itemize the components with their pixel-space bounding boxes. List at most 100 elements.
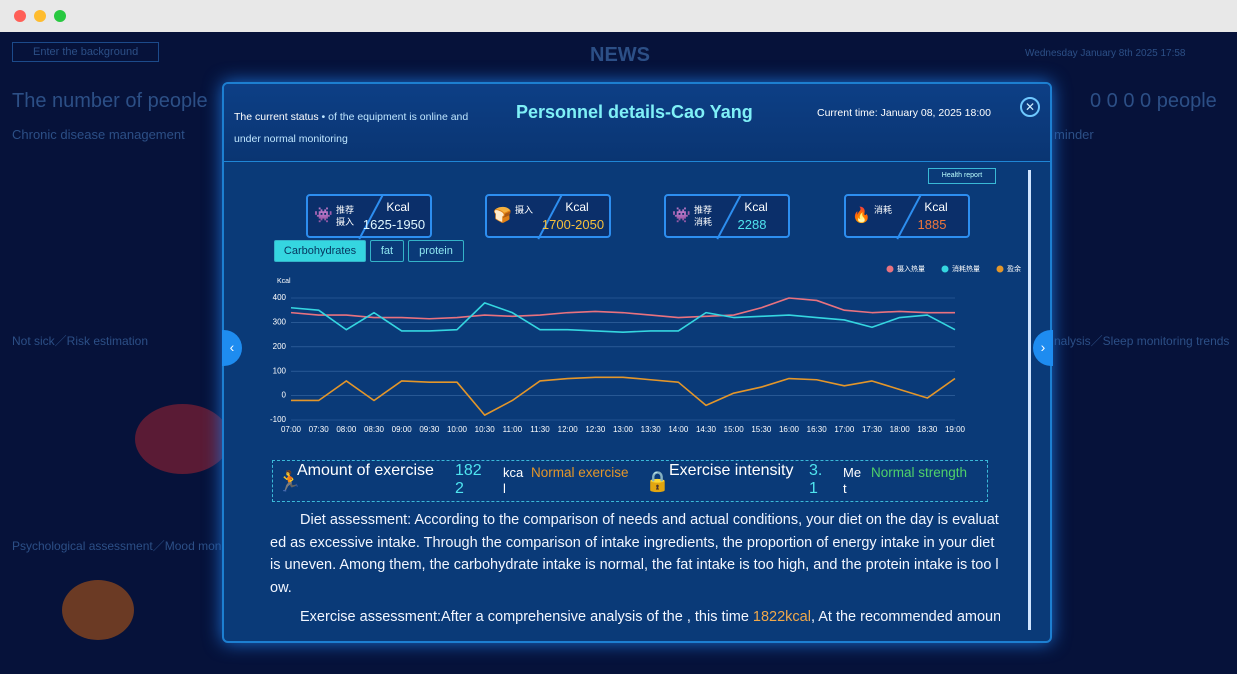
series-line bbox=[290, 302, 956, 333]
stat-card: 🍞 摄入 Kcal 1700-2050 bbox=[485, 194, 611, 240]
x-tick-label: 08:00 bbox=[336, 425, 357, 434]
legend-swatch bbox=[886, 265, 894, 273]
card-unit: Kcal bbox=[744, 200, 768, 214]
x-tick-label: 11:30 bbox=[530, 425, 550, 434]
min-dot[interactable] bbox=[34, 10, 46, 22]
enter-button[interactable]: Enter the background bbox=[12, 42, 160, 62]
card-label: 推荐消耗 bbox=[694, 205, 713, 227]
health-report[interactable]: Health report bbox=[928, 168, 996, 184]
exercise-assessment: Exercise assessment:After a comprehensiv… bbox=[270, 606, 1000, 629]
scrollbar[interactable] bbox=[1028, 170, 1031, 630]
card-label: 消耗 bbox=[874, 205, 893, 215]
stat-card: 🔥 消耗 Kcal 1885 bbox=[844, 194, 970, 240]
x-tick-label: 07:30 bbox=[309, 425, 330, 434]
x-tick-label: 14:00 bbox=[668, 425, 689, 434]
series-line bbox=[290, 297, 955, 320]
status: The current status • of the equipment is… bbox=[234, 106, 494, 150]
legend-label: 盈余 bbox=[1007, 264, 1021, 273]
intensity-unit: Met bbox=[843, 465, 862, 496]
bg-donut bbox=[135, 404, 230, 474]
modal-title: Personnel details-Cao Yang bbox=[516, 102, 753, 122]
y-tick-label: 400 bbox=[273, 293, 287, 302]
y-tick-label: -100 bbox=[270, 415, 287, 424]
bg-donut bbox=[62, 580, 134, 640]
x-tick-label: 12:00 bbox=[558, 425, 579, 434]
chart: Kcal -100 0 100 200 300 400 07:00 07:30 08:00 08:3… bbox=[270, 264, 1021, 434]
x-tick-label: 16:00 bbox=[779, 425, 800, 434]
close-dot[interactable] bbox=[14, 10, 26, 22]
max-dot[interactable] bbox=[54, 10, 66, 22]
diet-assessment: Diet assessment: According to the compar… bbox=[270, 512, 999, 596]
status-text: • of the equipment is online and under n… bbox=[234, 111, 469, 145]
x-tick-label: 15:30 bbox=[751, 425, 772, 434]
x-tick-label: 09:30 bbox=[419, 425, 440, 434]
amount-value: 1822 bbox=[455, 462, 482, 497]
sleep: nalysis／Sleep monitoring trends bbox=[1054, 334, 1230, 348]
y-tick-label: 100 bbox=[273, 366, 287, 375]
people-title: The number of people bbox=[12, 90, 208, 112]
card-icon: 👾 bbox=[672, 207, 691, 224]
psych: Psychological assessment／Mood moni bbox=[12, 539, 225, 553]
exercise-box: 🏃 Amount of exercise 1822 kcal Normal ex… bbox=[272, 460, 988, 502]
intensity-label: Exercise intensity bbox=[669, 462, 794, 479]
tab[interactable]: Carbohydrates bbox=[274, 240, 366, 262]
chronic: Chronic disease management bbox=[12, 127, 185, 142]
card-value: 1885 bbox=[917, 217, 947, 232]
legend-label: 摄入热量 bbox=[897, 264, 925, 273]
next-arrow[interactable]: › bbox=[1033, 330, 1053, 366]
card-label: 摄入 bbox=[515, 205, 534, 215]
reminder: minder bbox=[1054, 127, 1094, 142]
card-icon: 👾 bbox=[314, 207, 333, 224]
stat-card: 👾 推荐消耗 Kcal 2288 bbox=[664, 194, 790, 240]
intensity-value: 3.1 bbox=[809, 462, 823, 497]
x-tick-label: 10:30 bbox=[475, 425, 496, 434]
x-tick-label: 11:00 bbox=[503, 425, 523, 434]
x-tick-label: 09:00 bbox=[392, 425, 413, 434]
current-time: Current time: January 08, 2025 18:00 bbox=[817, 107, 991, 119]
x-tick-label: 13:30 bbox=[641, 425, 662, 434]
y-tick-label: 0 bbox=[282, 391, 287, 400]
lock-icon: 🔒 bbox=[645, 471, 670, 493]
card-value: 1700-2050 bbox=[541, 217, 605, 232]
modal: The current status • of the equipment is… bbox=[222, 82, 1052, 643]
tab[interactable]: protein bbox=[408, 240, 464, 262]
stat-card: 👾 推荐摄入 Kcal 1625-1950 bbox=[306, 194, 432, 240]
legend-label: 消耗热量 bbox=[952, 264, 980, 273]
y-tick-label: 200 bbox=[273, 342, 287, 351]
x-tick-label: 15:00 bbox=[724, 425, 745, 434]
legend-swatch bbox=[996, 265, 1004, 273]
risk: Not sick／Risk estimation bbox=[12, 334, 149, 348]
series-line bbox=[291, 376, 956, 416]
window-bar bbox=[0, 0, 1237, 32]
close-button[interactable]: ✕ bbox=[1020, 97, 1040, 117]
news: NEWS bbox=[590, 44, 650, 66]
y-axis-label: Kcal bbox=[277, 278, 291, 285]
x-tick-label: 14:30 bbox=[696, 425, 717, 434]
y-tick-label: 300 bbox=[273, 318, 287, 327]
amount-label: Amount of exercise bbox=[297, 462, 434, 479]
x-tick-label: 18:30 bbox=[917, 425, 938, 434]
card-value: 2288 bbox=[737, 217, 767, 232]
card-unit: Kcal bbox=[924, 200, 948, 214]
status-label: The current status bbox=[234, 111, 319, 123]
x-tick-label: 19:00 bbox=[945, 425, 966, 434]
card-label: 推荐摄入 bbox=[336, 205, 355, 227]
exercise-prefix: Exercise assessment:After a comprehensiv… bbox=[300, 609, 753, 625]
x-tick-label: 08:30 bbox=[364, 425, 385, 434]
x-tick-label: 16:30 bbox=[807, 425, 828, 434]
amount-status: Normal exercise bbox=[531, 465, 629, 480]
card-value: 1625-1950 bbox=[362, 217, 426, 232]
x-tick-label: 17:00 bbox=[834, 425, 855, 434]
prev-arrow[interactable]: ‹ bbox=[222, 330, 242, 366]
amount-unit: kcal bbox=[503, 465, 524, 496]
exercise-highlight: 1822kcal bbox=[752, 609, 811, 625]
modal-header: The current status • of the equipment is… bbox=[224, 84, 1050, 162]
tab[interactable]: fat bbox=[370, 240, 404, 262]
legend-swatch bbox=[941, 265, 949, 273]
x-tick-label: 10:00 bbox=[447, 425, 468, 434]
exercise-suffix: , At the recommended amoun bbox=[810, 609, 1000, 625]
card-unit: Kcal bbox=[386, 200, 410, 214]
card-unit: Kcal bbox=[565, 200, 589, 214]
intensity-status: Normal strength bbox=[871, 465, 968, 480]
x-tick-label: 17:30 bbox=[862, 425, 883, 434]
